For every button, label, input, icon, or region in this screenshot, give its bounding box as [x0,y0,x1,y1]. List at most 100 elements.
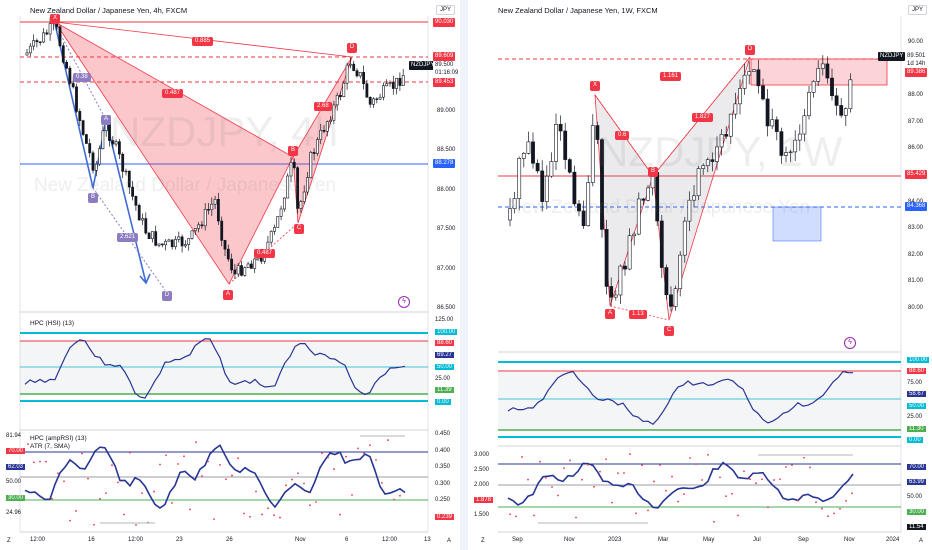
left-candle-body [213,199,217,205]
left-atr-dot [195,441,197,444]
right-candle-body [659,220,664,268]
right-hsi-band [498,371,901,430]
left-candle-body [151,231,154,240]
right-lightning-icon[interactable]: ϟ [844,337,856,349]
right-y-tick-4: 86.00 [908,145,924,152]
left-candle-body [230,258,234,271]
left-candle-body [81,120,85,135]
right-candle-body [793,139,798,153]
left-y-tick-1: 89.000 [437,107,456,114]
right-candle-body [751,69,756,72]
left-candle-body [104,123,108,132]
right-ratio-cd: 1.827 [692,113,714,122]
left-small-point-d: D [162,291,172,301]
right-x-tick-1: Nov [564,537,575,543]
left-amp-right-tick-2: 0.350 [435,464,451,470]
right-ratio-ac: 1.13 [629,310,647,319]
left-y-tick-6: 86.500 [437,305,456,311]
right-currency-label[interactable]: JPY [908,5,928,15]
right-watermark-symbol: NZDJPY, 1W [598,128,843,175]
left-x-tick-1: 16 [88,537,95,543]
right-candle-body [779,131,784,156]
right-atr-dot [731,492,733,495]
right-atr-dot [803,456,805,459]
right-point-b: B [648,167,658,177]
left-candle-body [362,72,366,84]
left-atr-dot [309,504,311,507]
left-atr-dot [231,474,233,477]
left-hsi-tick-1: 100.00 [435,328,458,335]
left-auto-scale[interactable]: A [447,538,452,544]
right-candle-body [802,115,807,135]
right-candle-body [715,146,719,162]
left-hsi-label: HPC (HSI) (13) [30,320,75,327]
right-chart-canvas[interactable] [468,0,932,550]
right-candle-body [774,119,779,132]
right-atr-dot [653,480,655,483]
left-hsi-tick-4: 50.00 [435,363,455,370]
right-candle-body [682,220,687,256]
left-atr-dot [207,460,209,463]
right-atr-dot [695,463,697,466]
left-atr-dot [75,510,77,512]
left-ratio-ab: 0.487 [162,89,184,98]
left-candle-body [203,209,207,227]
left-candle-body [177,236,181,240]
left-candle-body [226,248,230,260]
left-small-ratio-ab: 0.38 [73,73,91,82]
left-chart-canvas[interactable] [0,0,460,550]
right-candle-body [807,92,811,117]
right-candle-body [540,170,545,202]
left-candle-body [48,23,52,35]
right-last-price: 89.501 [905,52,928,61]
left-watermark-name: New Zealand Dollar / Japanese Yen [34,175,337,196]
right-atr-dot [641,464,643,467]
right-candle-body [784,152,788,156]
right-atr-dot [521,456,523,458]
left-candle-body [91,152,95,171]
left-currency-label[interactable]: JPY [436,5,456,15]
left-zoom-corner[interactable]: Z [7,538,11,544]
left-amp-left-tick-1: 70.00 [6,448,26,455]
left-atr-dot [177,463,179,465]
left-atr-dot [381,482,383,484]
right-atr-dot [833,512,835,515]
right-chart-panel[interactable]: NZDJPY, 1W New Zealand Dollar / Japanese… [468,0,932,550]
left-atr-dot [153,490,155,493]
left-candle-body [38,41,42,43]
right-atr-dot [569,459,571,462]
left-candle-body [193,228,197,232]
right-zoom-corner[interactable]: Z [481,538,485,544]
right-atr-dot [527,478,529,481]
left-candle-body [78,111,82,121]
right-auto-scale[interactable]: A [919,538,924,544]
left-chart-panel[interactable]: NZDJPY, 4h New Zealand Dollar / Japanese… [0,0,461,550]
left-atr-dot [297,472,299,475]
right-candle-body [586,182,591,227]
right-candle-body [544,175,549,202]
right-point-d: D [745,45,755,55]
right-atr-dot [557,494,559,497]
right-tag-level2: 84.368 [905,202,928,211]
right-candle-body [604,229,609,287]
right-hsi-tick-3: 58.67 [907,391,927,398]
left-last-price: 89.500 [433,61,456,70]
left-amp-right-tick-4: 0.250 [435,497,451,503]
right-candle-body [742,74,747,89]
left-candle-body [45,32,49,35]
right-candle-body [673,288,678,307]
left-candle-body [88,143,92,154]
left-atr-dot [375,458,377,461]
left-lightning-icon[interactable]: ϟ [398,296,410,308]
right-atr-dot [677,500,679,503]
left-candle-body [190,230,194,239]
left-atr-dot [369,444,371,447]
left-candle-body [164,240,168,246]
left-amp-line [24,444,406,509]
left-candle-body [391,82,395,89]
panel-divider[interactable] [460,0,468,550]
right-candle-body [724,134,729,137]
left-atr-dot [87,477,89,480]
right-atr-dot [593,485,595,488]
right-candle-body [788,151,793,153]
